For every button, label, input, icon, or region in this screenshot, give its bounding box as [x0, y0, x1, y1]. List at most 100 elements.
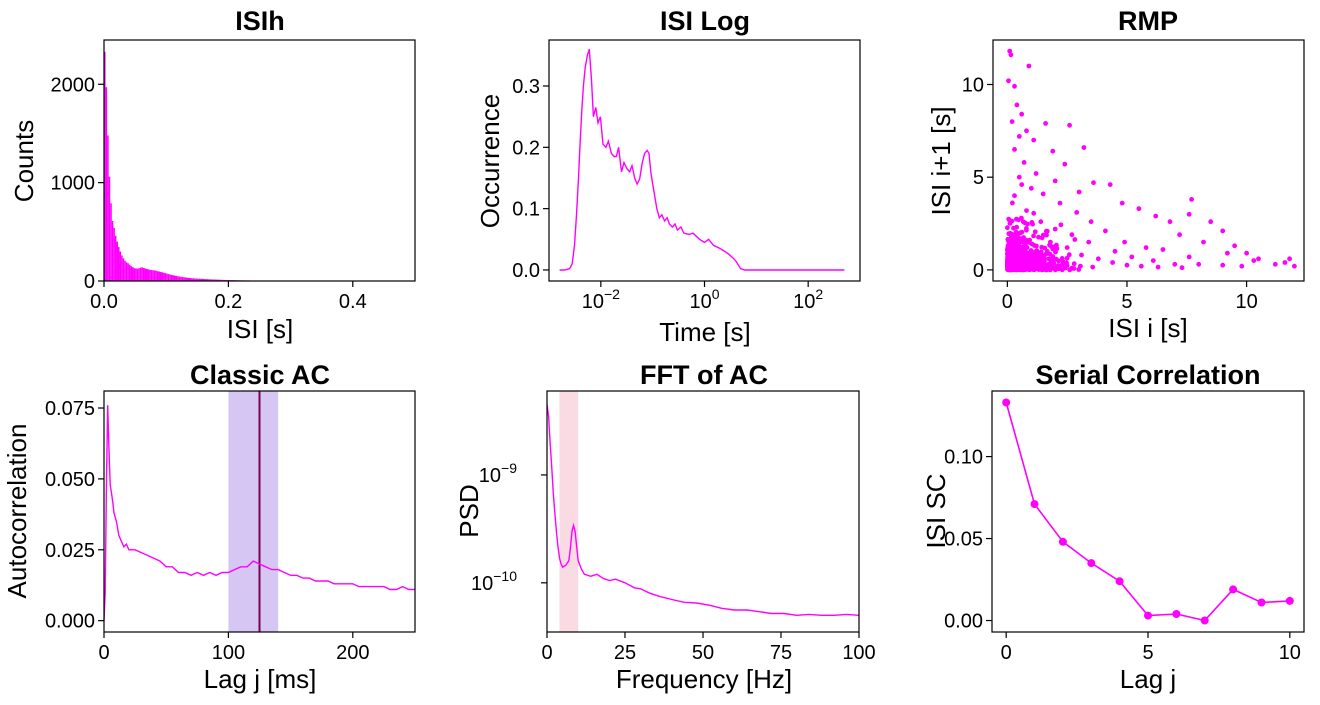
rmp-point	[1153, 213, 1159, 219]
isih-bar	[192, 278, 195, 281]
serial-correlation-point	[1087, 559, 1096, 568]
isi-log-line	[559, 48, 845, 271]
isih-bar	[113, 227, 115, 281]
rmp-point	[1138, 263, 1144, 269]
rmp-plot	[1005, 48, 1297, 273]
rmp-point	[1208, 219, 1214, 225]
isih-bar	[114, 235, 117, 281]
rmp-point	[1040, 191, 1046, 197]
rmp-point	[1012, 193, 1017, 199]
rmp-point	[1072, 237, 1078, 242]
serial-correlation-xtick: 10	[1279, 642, 1301, 664]
classic-ac-ytick: 0.075	[45, 398, 95, 420]
rmp-point	[1024, 128, 1029, 134]
isih-bar	[110, 203, 112, 281]
isih-xtick: 0.4	[339, 291, 367, 313]
rmp-point	[1019, 229, 1025, 235]
rmp-point	[1057, 200, 1063, 206]
isih-xtick: 0.2	[214, 291, 242, 313]
isih-bar	[141, 267, 143, 281]
isih-bar	[195, 278, 198, 281]
rmp-point	[1112, 248, 1118, 254]
rmp-point	[1019, 111, 1025, 117]
rmp-point	[1023, 244, 1028, 250]
rmp-point	[1167, 219, 1173, 225]
rmp-point	[1103, 228, 1108, 234]
rmp-point	[1005, 257, 1010, 263]
rmp-point	[1014, 102, 1020, 108]
fft-ac-xtick: 25	[614, 642, 636, 664]
rmp-point	[1076, 189, 1082, 195]
rmp-point	[1177, 232, 1182, 238]
isih-bar	[118, 247, 120, 281]
isih-bar	[116, 241, 118, 281]
isih-xlabel: ISI [s]	[227, 314, 293, 344]
isih-bar	[169, 274, 171, 281]
isih-bar	[194, 278, 196, 281]
rmp-point	[1016, 174, 1022, 180]
rmp-point	[1244, 250, 1249, 256]
rmp-point	[1026, 63, 1032, 69]
rmp-point	[1018, 264, 1023, 270]
isih-bar	[197, 278, 199, 281]
rmp-point	[1021, 160, 1027, 165]
isih-bar	[158, 271, 160, 281]
isih-bar	[125, 262, 128, 281]
rmp-point	[1050, 254, 1056, 259]
rmp-point	[1029, 241, 1035, 247]
rmp-point	[1196, 261, 1202, 267]
isih-bar	[181, 277, 184, 281]
rmp-point	[1143, 245, 1149, 251]
rmp-point	[1172, 261, 1178, 267]
isih-ylabel: Counts	[9, 120, 39, 202]
rmp-point	[1011, 232, 1017, 238]
isih-bar	[136, 268, 139, 281]
rmp-point	[1129, 254, 1135, 260]
rmp-point	[1066, 252, 1072, 258]
isih-bar	[104, 51, 106, 281]
isi-log-ytick: 0.0	[512, 260, 540, 282]
rmp-point	[1160, 247, 1166, 252]
rmp-point	[1022, 248, 1028, 254]
panel-isih: 0.0 0.2 0.4 0 1000 2000 ISIh ISI [s] Counts	[9, 6, 416, 344]
rmp-point	[1009, 265, 1015, 271]
isih-bar	[105, 87, 108, 281]
classic-ac-xlabel: Lag j [ms]	[204, 664, 317, 694]
isih-bar	[166, 273, 168, 281]
fft-ac-xtick: 75	[770, 642, 792, 664]
isih-bar	[156, 271, 159, 281]
classic-ac-ylabel: Autocorrelation	[2, 424, 32, 599]
rmp-point	[1035, 249, 1040, 255]
rmp-point	[1251, 258, 1257, 263]
serial-correlation-xtick: 0	[1001, 642, 1012, 664]
isih-bar	[200, 278, 202, 281]
panel-rmp: 0 5 10 0 5 10 RMP ISI i [s] ISI i+1 [s]	[926, 6, 1305, 343]
fft-ac-xtick: 0	[541, 642, 552, 664]
classic-ac-xtick: 100	[212, 642, 245, 664]
rmp-point	[1011, 255, 1017, 260]
isih-bar	[180, 276, 182, 281]
isi-log-ytick: 0.2	[512, 137, 540, 159]
rmp-point	[1028, 252, 1033, 258]
isi-log-xtick: 100	[689, 286, 719, 313]
isih-bar	[144, 268, 146, 281]
serial-correlation-point	[1058, 537, 1067, 546]
rmp-point	[1062, 265, 1068, 271]
rmp-point	[1107, 182, 1113, 188]
rmp-point	[1090, 264, 1096, 270]
rmp-point	[1050, 259, 1056, 265]
isih-xtick: 0.0	[90, 291, 118, 313]
isih-bar	[152, 270, 154, 281]
rmp-ytick: 5	[973, 167, 984, 189]
isi-log-xtick: 102	[793, 286, 823, 313]
rmp-point	[1282, 260, 1288, 265]
isih-bar	[175, 275, 178, 281]
rmp-point	[1232, 243, 1237, 249]
serial-correlation-point	[1200, 616, 1209, 625]
serial-correlation-ytick: 0.10	[944, 447, 983, 469]
rmp-point	[1020, 219, 1026, 225]
rmp-point	[1006, 231, 1012, 237]
serial-correlation-frame	[991, 390, 1305, 633]
rmp-point	[1119, 200, 1125, 206]
